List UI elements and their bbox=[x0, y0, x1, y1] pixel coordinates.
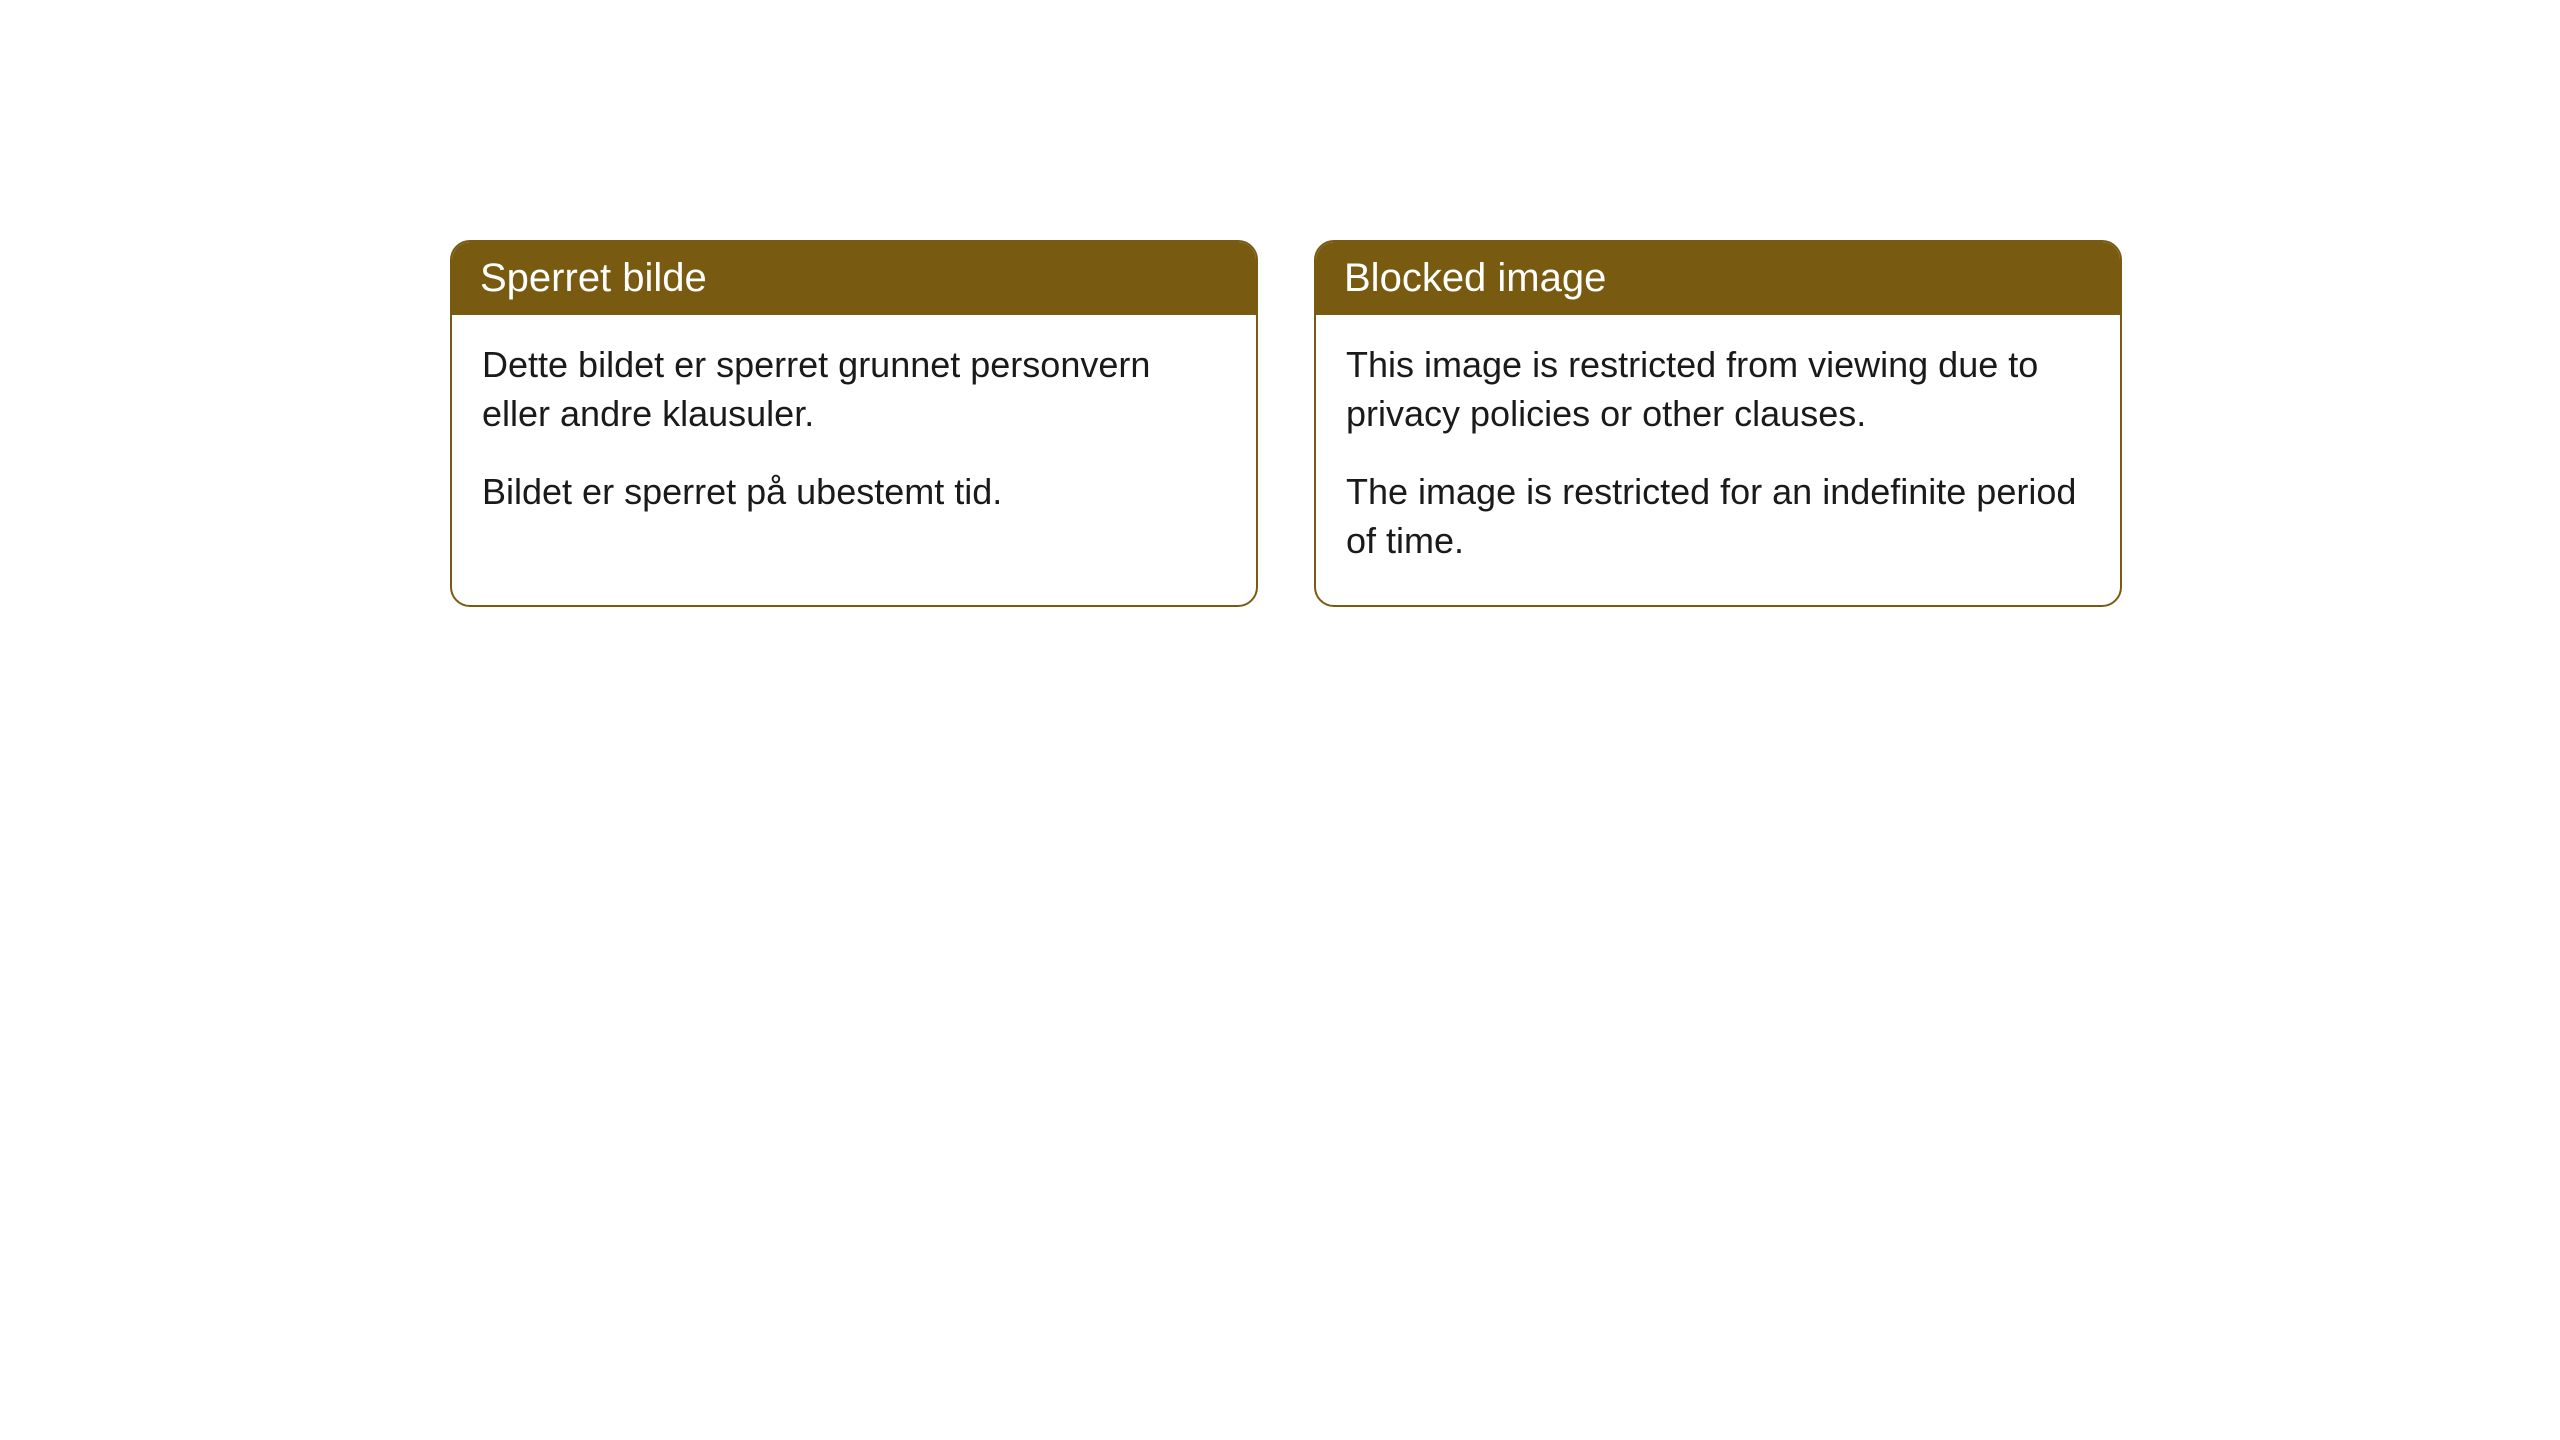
card-paragraph: Bildet er sperret på ubestemt tid. bbox=[482, 468, 1226, 517]
card-paragraph: The image is restricted for an indefinit… bbox=[1346, 468, 2090, 565]
card-title: Blocked image bbox=[1316, 242, 2120, 315]
card-title: Sperret bilde bbox=[452, 242, 1256, 315]
card-paragraph: Dette bildet er sperret grunnet personve… bbox=[482, 341, 1226, 438]
card-body: Dette bildet er sperret grunnet personve… bbox=[452, 315, 1256, 557]
blocked-image-card-english: Blocked image This image is restricted f… bbox=[1314, 240, 2122, 607]
cards-container: Sperret bilde Dette bildet er sperret gr… bbox=[0, 0, 2560, 607]
blocked-image-card-norwegian: Sperret bilde Dette bildet er sperret gr… bbox=[450, 240, 1258, 607]
card-body: This image is restricted from viewing du… bbox=[1316, 315, 2120, 605]
card-paragraph: This image is restricted from viewing du… bbox=[1346, 341, 2090, 438]
